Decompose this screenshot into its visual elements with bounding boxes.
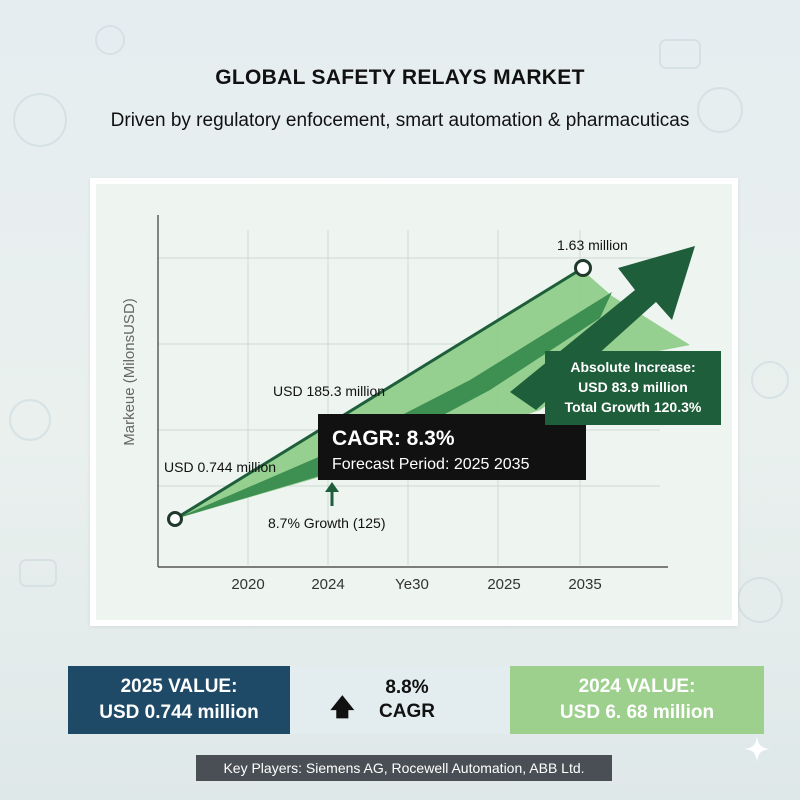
key-players-bar: Key Players: Siemens AG, Rocewell Automa… bbox=[196, 755, 612, 781]
growth-note: 8.7% Growth (125) bbox=[268, 515, 386, 531]
stat-2024-value: 2024 VALUE: USD 6. 68 million bbox=[510, 666, 764, 734]
chart-subtitle: Driven by regulatory enfocement, smart a… bbox=[110, 110, 690, 131]
cagr-period: Forecast Period: 2025 2035 bbox=[332, 456, 530, 473]
chart-title: GLOBAL SAFETY RELAYS MARKET bbox=[215, 66, 585, 89]
stat-2025-value: 2025 VALUE: USD 0.744 million bbox=[68, 666, 290, 734]
stat-2025-amount: USD 0.744 million bbox=[99, 702, 259, 723]
data-point-start bbox=[167, 511, 183, 527]
stats-bar: 2025 VALUE: USD 0.744 million 🡅 8.8% CAG… bbox=[68, 666, 764, 734]
stat-cagr-value: 8.8% bbox=[385, 677, 429, 698]
cagr-title: CAGR: 8.3% bbox=[332, 427, 455, 450]
stat-2024-label: 2024 VALUE: bbox=[578, 676, 696, 697]
increase-line-2: USD 83.9 million bbox=[578, 379, 688, 395]
stat-2025-label: 2025 VALUE: bbox=[120, 676, 238, 697]
x-tick-label: Ye30 bbox=[395, 576, 429, 593]
increase-callout-box bbox=[545, 351, 721, 425]
y-axis-label: Markeue (MilonsUSD) bbox=[121, 298, 138, 446]
data-label-end: 1.63 million bbox=[557, 237, 628, 253]
x-tick-label: 2035 bbox=[568, 576, 601, 593]
increase-line-1: Absolute Increase: bbox=[570, 359, 695, 375]
stat-2024-amount: USD 6. 68 million bbox=[559, 702, 715, 723]
x-tick-label: 2020 bbox=[231, 576, 264, 593]
x-tick-label: 2025 bbox=[487, 576, 520, 593]
stat-cagr-label: CAGR bbox=[379, 701, 435, 722]
growth-up-arrow bbox=[325, 482, 339, 506]
mid-value-label: USD 185.3 million bbox=[273, 383, 385, 399]
series-line bbox=[174, 266, 584, 521]
stat-cagr: 🡅 8.8% CAGR bbox=[290, 666, 510, 734]
increase-line-3: Total Growth 120.3% bbox=[565, 399, 702, 415]
arrow-up-icon: 🡅 bbox=[330, 694, 355, 721]
cagr-callout-box bbox=[318, 414, 586, 480]
x-tick-label: 2024 bbox=[311, 576, 344, 593]
data-label-start: USD 0.744 million bbox=[164, 459, 276, 475]
sparkle-icon bbox=[744, 736, 770, 762]
data-point-end bbox=[574, 259, 592, 277]
